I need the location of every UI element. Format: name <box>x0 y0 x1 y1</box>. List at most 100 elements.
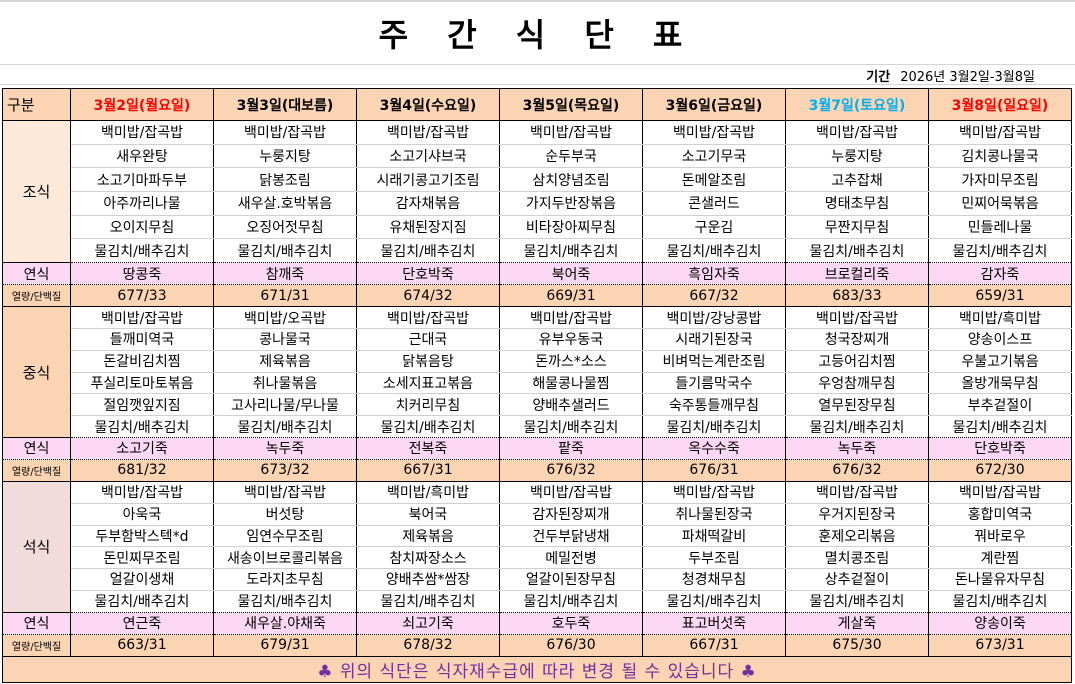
menu-item: 올방개묵무침 <box>928 372 1072 395</box>
menu-item: 물김치/배추김치 <box>213 415 357 438</box>
menu-item: 얼갈이된장무침 <box>499 568 643 591</box>
day-header: 3월6일(금요일) <box>642 88 786 121</box>
menu-item: 취나물볶음 <box>213 372 357 395</box>
meal-category-l: 중식 <box>2 306 71 438</box>
menu-item: 백미밥/잡곡밥 <box>213 120 357 145</box>
menu-item: 우엉참깨무침 <box>785 372 929 395</box>
kcal-value: 681/32 <box>70 459 214 482</box>
menu-item: 백미밥/잡곡밥 <box>356 120 500 145</box>
menu-item: 홍합미역국 <box>928 503 1072 526</box>
menu-item: 우거지된장국 <box>785 503 929 526</box>
menu-item: 고등어김치찜 <box>785 350 929 373</box>
header-label: 구분 <box>2 88 71 121</box>
menu-item: 물김치/배추김치 <box>928 238 1072 263</box>
snack-item: 옥수수죽 <box>642 436 786 460</box>
menu-item: 버섯탕 <box>213 503 357 526</box>
menu-item: 누룽지탕 <box>785 144 929 169</box>
snack-item: 브로컬리죽 <box>785 262 929 286</box>
menu-item: 백미밥/흑미밥 <box>928 306 1072 329</box>
meal-category-d: 석식 <box>2 481 71 613</box>
header-row: 구분 3월2일(월요일) 3월3일(대보름) 3월4일(수요일) 3월5일(목요일) 3월… <box>2 88 1072 121</box>
kcal-value: 667/31 <box>642 634 786 657</box>
menu-table: 구분 3월2일(월요일) 3월3일(대보름) 3월4일(수요일) 3월5일(목요일) 3월… <box>2 88 1072 683</box>
club-icon: ♣ <box>734 661 757 682</box>
meal-row: 아주까리나물 새우살.호박볶음 감자채볶음 가지두반장볶음 콘샐러드 명태초무침 민찌어묵볶… <box>3 191 1072 216</box>
menu-item: 백미밥/잡곡밥 <box>499 120 643 145</box>
day-header: 3월3일(대보름) <box>213 88 357 121</box>
menu-item: 무짠지무침 <box>785 215 929 240</box>
kcal-value: 663/31 <box>70 634 214 657</box>
menu-item: 숙주통들깨무침 <box>642 393 786 417</box>
menu-item: 임연수무조림 <box>213 525 357 548</box>
menu-item: 양배추샐러드 <box>499 393 643 417</box>
menu-item: 백미밥/잡곡밥 <box>70 306 214 329</box>
menu-item: 물김치/배추김치 <box>356 415 500 438</box>
menu-item: 참치짜장소스 <box>356 546 500 570</box>
meal-row: 석식 백미밥/잡곡밥 백미밥/잡곡밥 백미밥/흑미밥 백미밥/잡곡밥 백미밥/잡곡밥 백미밥… <box>2 481 1072 613</box>
menu-item: 백미밥/잡곡밥 <box>70 120 214 145</box>
menu-item: 비벼먹는계란조림 <box>642 350 786 373</box>
meal-row: 아욱국 버섯탕 북어국 감자된장찌개 취나물된장국 우거지된장국 홍합미역국 <box>3 503 1072 526</box>
meal-row: 새우완탕 누룽지탕 소고기샤브국 순두부국 소고기무국 누룽지탕 김치콩나물국 <box>3 144 1072 169</box>
menu-item: 북어국 <box>356 503 500 526</box>
menu-item: 감자채볶음 <box>356 191 500 216</box>
footer-note: ♣ 위의 식단은 식자재수급에 따라 변경 될 수 있습니다 ♣ <box>2 655 1072 683</box>
menu-item: 물김치/배추김치 <box>785 238 929 263</box>
menu-item: 멸치콩조림 <box>785 546 929 570</box>
menu-item: 백미밥/잡곡밥 <box>785 120 929 145</box>
menu-item: 콘샐러드 <box>642 191 786 216</box>
snack-item: 쇠고기죽 <box>356 611 500 635</box>
menu-item: 오이지무침 <box>70 215 214 240</box>
snack-item: 표고버섯죽 <box>642 611 786 635</box>
kcal-row: 열량/단백질 677/33 671/31 674/32 669/31 667/32 683/… <box>2 284 1072 308</box>
menu-item: 유부우동국 <box>499 328 643 351</box>
menu-item: 부추겉절이 <box>928 393 1072 417</box>
snack-item: 연근죽 <box>70 611 214 635</box>
menu-item: 감자된장찌개 <box>499 503 643 526</box>
menu-item: 고사리나물/무나물 <box>213 393 357 417</box>
menu-item: 백미밥/오곡밥 <box>213 306 357 329</box>
menu-item: 물김치/배추김치 <box>642 590 786 613</box>
menu-item: 물김치/배추김치 <box>356 590 500 613</box>
menu-item: 가지두반장볶음 <box>499 191 643 216</box>
menu-item: 두부조림 <box>642 546 786 570</box>
menu-item: 취나물된장국 <box>642 503 786 526</box>
menu-item: 시래기된장국 <box>642 328 786 351</box>
kcal-row: 열량/단백질 681/32 673/32 667/31 676/32 676/31 676/… <box>2 459 1072 482</box>
menu-item: 닭봉조림 <box>213 167 357 193</box>
snack-item: 게살죽 <box>785 611 929 635</box>
menu-item: 상추겉절이 <box>785 568 929 591</box>
kcal-value: 675/30 <box>785 634 929 657</box>
menu-item: 백미밥/잡곡밥 <box>642 481 786 504</box>
menu-item: 양송이스프 <box>928 328 1072 351</box>
meal-row: 돈민찌무조림 새송이브로콜리볶음 참치짜장소스 메밀전병 두부조림 멸치콩조림 계란찜 <box>3 546 1072 570</box>
snack-label: 연식 <box>2 262 71 286</box>
meal-row: 중식 백미밥/잡곡밥 백미밥/오곡밥 백미밥/잡곡밥 백미밥/잡곡밥 백미밥/강낭콩밥 백미… <box>2 306 1072 438</box>
kcal-value: 676/31 <box>642 459 786 482</box>
snack-item: 새우살.야채죽 <box>213 611 357 635</box>
menu-item: 양배추쌈*쌈장 <box>356 568 500 591</box>
menu-item: 제육볶음 <box>213 350 357 373</box>
menu-item: 물김치/배추김치 <box>70 415 214 438</box>
menu-item: 새송이브로콜리볶음 <box>213 546 357 570</box>
kcal-value: 659/31 <box>928 284 1072 308</box>
page-title: 주 간 식 단 표 <box>0 1 1075 65</box>
meal-row: 소고기마파두부 닭봉조림 시래기콩고기조림 삼치양념조림 돈메알조림 고추잡채 가자미무조림 <box>3 167 1072 193</box>
menu-item: 두부함박스텍*d <box>70 525 214 548</box>
snack-row: 연식 소고기죽 녹두죽 전복죽 팥죽 옥수수죽 녹두죽 단호박죽 <box>2 436 1072 460</box>
menu-item: 순두부국 <box>499 144 643 169</box>
menu-item: 백미밥/잡곡밥 <box>785 481 929 504</box>
menu-item: 물김치/배추김치 <box>213 238 357 263</box>
menu-item: 우불고기볶음 <box>928 350 1072 373</box>
menu-item: 백미밥/잡곡밥 <box>928 120 1072 145</box>
menu-item: 꿔바로우 <box>928 525 1072 548</box>
kcal-label: 열량/단백질 <box>2 459 71 482</box>
menu-item: 물김치/배추김치 <box>785 590 929 613</box>
menu-item: 치커리무침 <box>356 393 500 417</box>
kcal-value: 677/33 <box>70 284 214 308</box>
snack-item: 호두죽 <box>499 611 643 635</box>
menu-item: 도라지초무침 <box>213 568 357 591</box>
meal-row: 물김치/배추김치 물김치/배추김치 물김치/배추김치 물김치/배추김치 물김치/배추김치… <box>3 415 1072 438</box>
menu-item: 백미밥/잡곡밥 <box>499 481 643 504</box>
